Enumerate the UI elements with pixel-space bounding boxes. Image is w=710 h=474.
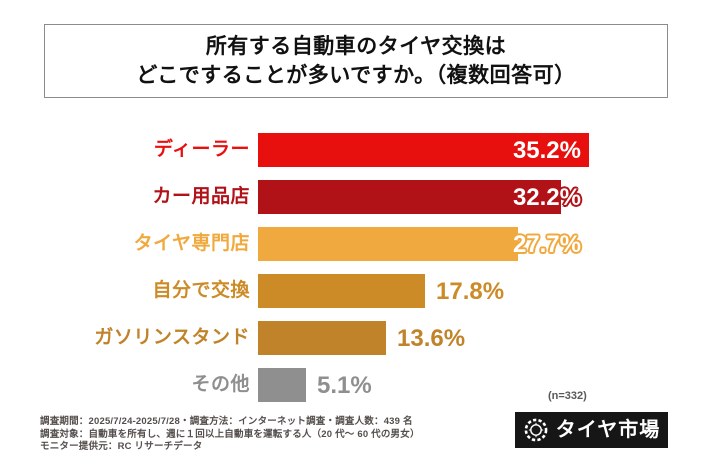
bar-segment — [258, 180, 561, 214]
bar-row: カー用品店 32.2% — [0, 180, 710, 214]
chart-rows: ディーラー 35.2% カー用品店 32.2% タイヤ専門店 27.7% 自分で… — [0, 133, 710, 402]
footnote-line3: モニター提供元：RC リサーチデータ — [40, 441, 203, 452]
value-label: 5.1% — [317, 372, 372, 399]
bar-segment — [258, 368, 306, 402]
bar-row: 自分で交換 17.8% — [0, 274, 710, 308]
bar-row: ディーラー 35.2% — [0, 133, 710, 167]
category-label: 自分で交換 — [152, 280, 250, 301]
category-label: その他 — [191, 374, 250, 395]
value-label: 17.8% — [436, 278, 505, 305]
logo-text: タイヤ市場 — [555, 419, 661, 441]
tire-market-logo: タイヤ市場 — [515, 412, 668, 448]
category-label: ガソリンスタンド — [94, 327, 250, 348]
footnote-line1: 調査期間：2025/7/24-2025/7/28・調査方法：インターネット調査・… — [40, 416, 413, 427]
bar-segment — [258, 227, 518, 261]
value-label: 13.6% — [397, 325, 466, 352]
value-label: 27.7% — [512, 231, 581, 258]
question-title-line2: どこですることが多いですか。（複数回答可） — [136, 64, 576, 87]
bar-segment — [258, 274, 425, 308]
value-label: 32.2% — [512, 184, 581, 211]
category-label: カー用品店 — [152, 186, 250, 207]
tire-icon — [523, 417, 549, 443]
bar-segment — [258, 133, 589, 167]
value-label: 35.2% — [512, 137, 581, 164]
bar-row: ガソリンスタンド 13.6% — [0, 321, 710, 355]
question-title-box: 所有する自動車のタイヤ交換は どこですることが多いですか。（複数回答可） — [44, 24, 668, 98]
bar-row: その他 5.1% — [0, 368, 710, 402]
sample-size-note: (n=332) — [548, 390, 587, 402]
question-title-line1: 所有する自動車のタイヤ交換は — [205, 35, 507, 58]
category-label: ディーラー — [153, 139, 250, 160]
survey-footnote: 調査期間：2025/7/24-2025/7/28・調査方法：インターネット調査・… — [40, 416, 520, 454]
category-label: タイヤ専門店 — [133, 233, 250, 254]
bar-chart: ディーラー 35.2% カー用品店 32.2% タイヤ専門店 27.7% 自分で… — [0, 133, 710, 415]
bar-segment — [258, 321, 386, 355]
bar-row: タイヤ専門店 27.7% — [0, 227, 710, 261]
footnote-line2: 調査対象：自動車を所有し、週に１回以上自動車を運転する人（20 代～ 60 代の… — [40, 428, 420, 440]
